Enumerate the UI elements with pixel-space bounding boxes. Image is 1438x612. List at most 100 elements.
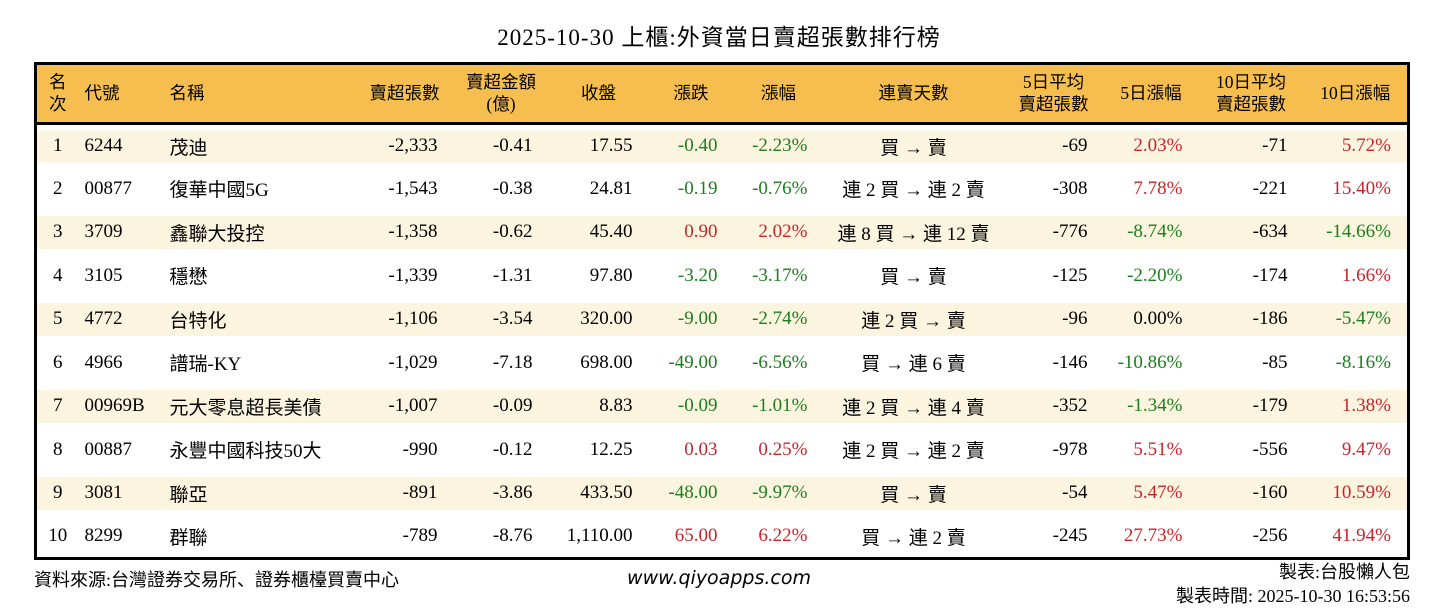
cell-name: 鑫聯大投控: [163, 210, 354, 254]
cell-name: 復華中國5G: [163, 167, 354, 211]
cell-code: 3105: [78, 254, 164, 298]
cell-avg5: -69: [1003, 123, 1104, 167]
cell-rank: 10: [35, 515, 79, 559]
cell-avg5: -125: [1003, 254, 1104, 298]
cell-code: 4966: [78, 341, 164, 385]
cell-code: 00969B: [78, 384, 164, 428]
ranking-table: 名次 代號 名稱 賣超張數 賣超金額 (億) 收盤 漲跌 漲幅 連賣天數 5日平均 賣超張數 5日漲…: [34, 62, 1410, 560]
column-header-change_pct: 漲幅: [733, 63, 824, 125]
cell-rank: 2: [35, 167, 79, 211]
cell-pct5: 5.51%: [1103, 428, 1199, 472]
cell-rank: 5: [35, 297, 79, 341]
table-body: 1 6244 茂迪 -2,333 -0.41 17.55 -0.40 -2.23% 買 → 賣-…: [35, 123, 1409, 559]
cell-sell_vol: -2,333: [353, 123, 454, 167]
cell-avg10: -71: [1198, 123, 1304, 167]
cell-code: 00877: [78, 167, 164, 211]
column-header-streak: 連賣天數: [823, 63, 1004, 125]
cell-sell_vol: -990: [353, 428, 454, 472]
table-row: 1 6244 茂迪 -2,333 -0.41 17.55 -0.40 -2.23% 買 → 賣-…: [35, 123, 1409, 167]
cell-pct10: -14.66%: [1303, 210, 1409, 254]
cell-close: 433.50: [548, 471, 649, 515]
cell-code: 8299: [78, 515, 164, 559]
cell-streak: 買 → 連 6 賣: [823, 341, 1004, 385]
cell-sell_vol: -1,358: [353, 210, 454, 254]
column-header-sell_vol: 賣超張數: [353, 63, 454, 125]
cell-change: -0.09: [648, 384, 734, 428]
cell-sell_vol: -1,339: [353, 254, 454, 298]
cell-name: 茂迪: [163, 123, 354, 167]
cell-sell_vol: -891: [353, 471, 454, 515]
column-header-avg10: 10日平均 賣超張數: [1198, 63, 1304, 125]
cell-change_pct: 2.02%: [733, 210, 824, 254]
cell-avg5: -352: [1003, 384, 1104, 428]
cell-change_pct: 0.25%: [733, 428, 824, 472]
table-row: 6 4966 譜瑞-KY -1,029 -7.18 698.00 -49.00 -6.56% 買…: [35, 341, 1409, 385]
cell-change: -0.40: [648, 123, 734, 167]
cell-change: -49.00: [648, 341, 734, 385]
table-row: 4 3105 穩懋 -1,339 -1.31 97.80 -3.20 -3.17% 買 → 賣-…: [35, 254, 1409, 298]
cell-change: -3.20: [648, 254, 734, 298]
cell-close: 8.83: [548, 384, 649, 428]
cell-streak: 買 → 賣: [823, 254, 1004, 298]
table-row: 7 00969B 元大零息超長美債 -1,007 -0.09 8.83 -0.09 -1.01…: [35, 384, 1409, 428]
cell-code: 3081: [78, 471, 164, 515]
column-header-pct5: 5日漲幅: [1103, 63, 1199, 125]
cell-pct10: 9.47%: [1303, 428, 1409, 472]
cell-avg10: -160: [1198, 471, 1304, 515]
cell-name: 台特化: [163, 297, 354, 341]
cell-avg5: -146: [1003, 341, 1104, 385]
column-header-name: 名稱: [163, 63, 354, 125]
cell-sell_amt: -3.54: [453, 297, 549, 341]
cell-name: 元大零息超長美債: [163, 384, 354, 428]
column-header-code: 代號: [78, 63, 164, 125]
cell-avg10: -186: [1198, 297, 1304, 341]
cell-change_pct: -3.17%: [733, 254, 824, 298]
cell-change: -0.19: [648, 167, 734, 211]
cell-streak: 買 → 賣: [823, 123, 1004, 167]
cell-avg5: -54: [1003, 471, 1104, 515]
cell-avg10: -634: [1198, 210, 1304, 254]
cell-streak: 買 → 連 2 賣: [823, 515, 1004, 559]
cell-sell_vol: -1,543: [353, 167, 454, 211]
cell-code: 4772: [78, 297, 164, 341]
cell-change: 65.00: [648, 515, 734, 559]
cell-streak: 買 → 賣: [823, 471, 1004, 515]
cell-pct5: -1.34%: [1103, 384, 1199, 428]
report-credit: 製表:台股懶人包 製表時間: 2025-10-30 16:53:56: [1176, 560, 1410, 609]
cell-pct5: 27.73%: [1103, 515, 1199, 559]
cell-streak: 連 2 買 → 連 2 賣: [823, 428, 1004, 472]
cell-pct5: -2.20%: [1103, 254, 1199, 298]
cell-change_pct: -0.76%: [733, 167, 824, 211]
cell-streak: 連 2 買 → 賣: [823, 297, 1004, 341]
cell-avg10: -556: [1198, 428, 1304, 472]
cell-sell_amt: -0.62: [453, 210, 549, 254]
column-header-rank: 名次: [35, 63, 79, 125]
cell-code: 6244: [78, 123, 164, 167]
cell-sell_amt: -0.38: [453, 167, 549, 211]
cell-sell_vol: -1,029: [353, 341, 454, 385]
cell-pct10: 15.40%: [1303, 167, 1409, 211]
cell-close: 97.80: [548, 254, 649, 298]
cell-pct10: -8.16%: [1303, 341, 1409, 385]
cell-change_pct: -2.74%: [733, 297, 824, 341]
cell-sell_amt: -1.31: [453, 254, 549, 298]
cell-close: 698.00: [548, 341, 649, 385]
cell-rank: 1: [35, 123, 79, 167]
cell-pct5: -10.86%: [1103, 341, 1199, 385]
table-row: 2 00877 復華中國5G -1,543 -0.38 24.81 -0.19 -0.76% 連…: [35, 167, 1409, 211]
cell-avg10: -221: [1198, 167, 1304, 211]
report-maker: 製表:台股懶人包: [1278, 562, 1410, 582]
cell-pct5: 2.03%: [1103, 123, 1199, 167]
cell-rank: 8: [35, 428, 79, 472]
cell-change_pct: -1.01%: [733, 384, 824, 428]
cell-change_pct: -6.56%: [733, 341, 824, 385]
cell-name: 聯亞: [163, 471, 354, 515]
cell-close: 24.81: [548, 167, 649, 211]
cell-change: 0.03: [648, 428, 734, 472]
cell-avg5: -978: [1003, 428, 1104, 472]
cell-sell_amt: -0.12: [453, 428, 549, 472]
cell-avg5: -96: [1003, 297, 1104, 341]
cell-change: 0.90: [648, 210, 734, 254]
cell-avg5: -776: [1003, 210, 1104, 254]
cell-code: 3709: [78, 210, 164, 254]
